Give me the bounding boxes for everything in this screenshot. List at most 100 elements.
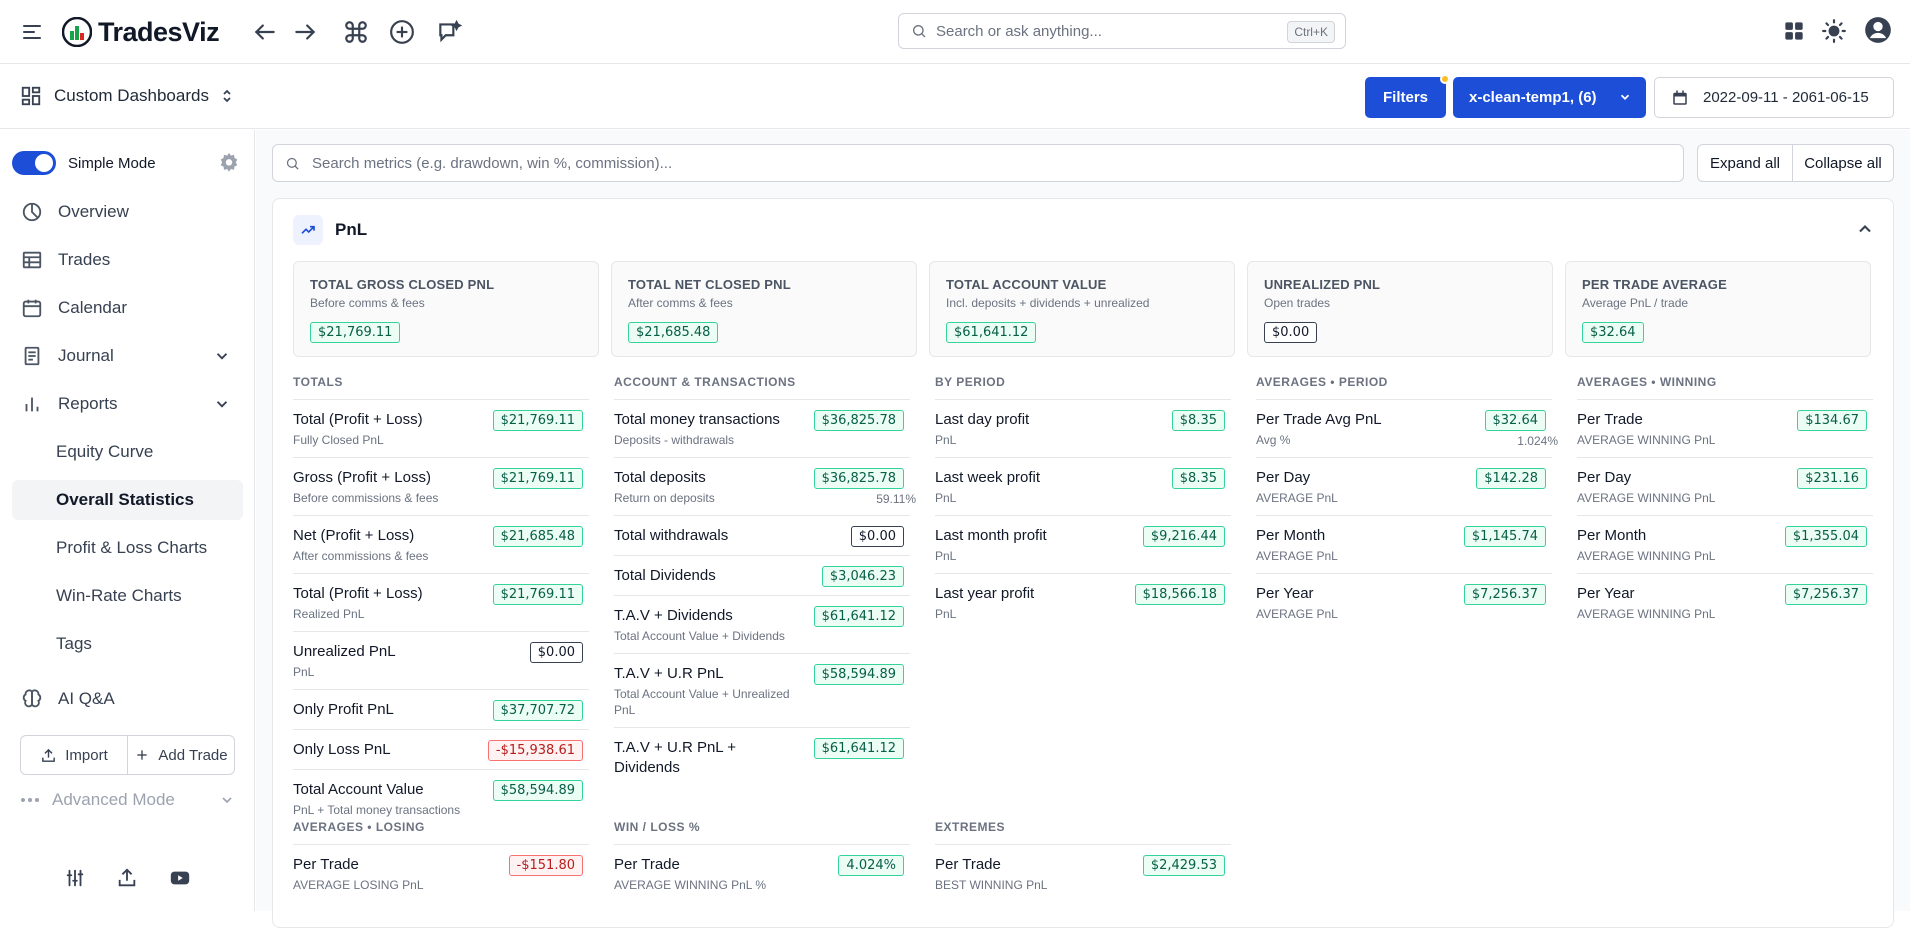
kpi-subtitle: After comms & fees <box>628 296 733 310</box>
metric-group: AVERAGES • PERIOD Per Trade Avg PnL Avg % $… <box>1256 375 1558 631</box>
gear-icon[interactable] <box>218 152 240 174</box>
simple-mode-toggle[interactable]: Simple Mode <box>12 151 156 175</box>
kpi-title: PER TRADE AVERAGE <box>1582 277 1727 292</box>
journal-icon <box>24 346 40 366</box>
chevron-down-icon <box>216 401 228 408</box>
metric-sublabel: Fully Closed PnL <box>293 433 384 447</box>
chevron-down-icon <box>222 797 232 804</box>
metric-label: Last week profit <box>935 469 1041 486</box>
metric-group-header: AVERAGES • WINNING <box>1577 375 1873 400</box>
metric-value: $61,641.12 <box>813 606 904 627</box>
apps-grid-icon[interactable] <box>1781 18 1807 44</box>
sidebar-item-win-rate-charts[interactable]: Win-Rate Charts <box>12 576 243 616</box>
metric-group: AVERAGES • LOSING Per Trade AVERAGE LOSING… <box>293 820 589 902</box>
metric-value: $58,594.89 <box>813 664 904 685</box>
kpi-subtitle: Open trades <box>1264 296 1331 310</box>
sidebar-item-journal[interactable]: Journal <box>12 336 243 376</box>
metric-sublabel: AVERAGE WINNING PnL <box>1577 491 1716 505</box>
menu-icon[interactable] <box>20 20 44 44</box>
dashboard-bar: Custom Dashboards Filters x-clean-temp1,… <box>0 65 1910 129</box>
sidebar-item-profit-loss-charts[interactable]: Profit & Loss Charts <box>12 528 243 568</box>
metric-value: $8.35 <box>1171 410 1225 431</box>
metric-row: Per Day AVERAGE WINNING PnL $231.16 <box>1577 458 1873 516</box>
pnl-section: PnL TOTAL GROSS CLOSED PNL Before comms &… <box>272 198 1894 928</box>
sidebar-item-label: Overview <box>58 202 129 221</box>
calendar-icon <box>22 299 42 318</box>
filter-active-dot <box>1440 74 1450 84</box>
sidebar-item-calendar[interactable]: Calendar <box>12 288 243 328</box>
metric-label: Only Loss PnL <box>293 741 391 758</box>
sidebar-item-tags[interactable]: Tags <box>12 624 243 664</box>
sidebar-item-trades[interactable]: Trades <box>12 240 243 280</box>
youtube-icon[interactable] <box>169 867 191 889</box>
metric-label: Total Account Value <box>293 781 424 798</box>
metric-value: 4.024% <box>838 855 904 876</box>
metric-row: Per Trade Avg PnL Avg % $32.64 1.024% <box>1256 400 1558 458</box>
kpi-value: $61,641.12 <box>946 322 1037 343</box>
share-upload-icon[interactable] <box>116 867 138 889</box>
metric-label: Total withdrawals <box>614 527 729 544</box>
metric-row: Last day profit PnL $8.35 <box>935 400 1231 458</box>
global-search[interactable]: Search or ask anything... Ctrl+K <box>898 13 1346 49</box>
search-icon <box>913 25 926 38</box>
metric-value: $134.67 <box>1797 410 1867 431</box>
sidebar-item-label: Equity Curve <box>56 442 154 461</box>
expand-all-button[interactable]: Expand all <box>1698 145 1792 181</box>
metrics-search-input[interactable]: Search metrics (e.g. drawdown, win %, co… <box>272 144 1684 182</box>
metric-sublabel: AVERAGE PnL <box>1256 549 1338 563</box>
sidebar-item-equity-curve[interactable]: Equity Curve <box>12 432 243 472</box>
filters-label: Filters <box>1382 89 1428 106</box>
add-trade-button[interactable]: Add Trade <box>127 736 234 774</box>
ai-chat-icon[interactable] <box>436 19 462 45</box>
metric-value: -$15,938.61 <box>487 740 583 761</box>
sidebar-item-label: Overall Statistics <box>56 490 194 509</box>
trend-up-icon <box>293 215 323 245</box>
date-range-picker[interactable]: 2022-09-11 - 2061-06-15 <box>1654 77 1894 118</box>
sliders-icon[interactable] <box>64 867 86 889</box>
metric-group-header: EXTREMES <box>935 820 1231 845</box>
metric-note: 1.024% <box>1517 434 1558 448</box>
collapse-all-button[interactable]: Collapse all <box>1792 145 1893 181</box>
dashboard-icon <box>21 86 41 106</box>
search-icon <box>286 157 299 170</box>
toggle-switch[interactable] <box>12 151 56 175</box>
chevron-up-icon[interactable] <box>1855 219 1875 239</box>
theme-sun-icon[interactable] <box>1821 18 1847 44</box>
metric-value: $0.00 <box>850 526 904 547</box>
section-header[interactable]: PnL <box>293 215 367 245</box>
forward-arrow-icon[interactable] <box>292 19 318 45</box>
back-arrow-icon[interactable] <box>252 19 278 45</box>
add-circle-icon[interactable] <box>389 19 415 45</box>
app-logo[interactable]: TradesViz <box>62 14 220 50</box>
import-button[interactable]: Import <box>21 736 127 774</box>
simple-mode-label: Simple Mode <box>68 154 156 172</box>
metric-row: Per Trade AVERAGE WINNING PnL $134.67 <box>1577 400 1873 458</box>
metric-label: Last day profit <box>935 411 1030 428</box>
sidebar-item-overview[interactable]: Overview <box>12 192 243 232</box>
metric-label: Last month profit <box>935 527 1047 544</box>
sidebar-item-label: Trades <box>58 250 111 269</box>
account-selector[interactable]: x-clean-temp1, (6) <box>1453 77 1646 118</box>
filters-button[interactable]: Filters <box>1365 74 1450 118</box>
sidebar-item-reports[interactable]: Reports <box>12 384 243 424</box>
dashboard-label: Custom Dashboards <box>54 86 209 105</box>
command-icon[interactable] <box>343 19 369 45</box>
metric-row: Per Month AVERAGE WINNING PnL $1,355.04 <box>1577 516 1873 574</box>
metric-label: Per Trade <box>614 856 680 873</box>
metric-label: Total Dividends <box>614 567 716 584</box>
metric-sublabel: Total Account Value + Unrealized PnL <box>614 687 790 717</box>
metric-row: Only Loss PnL -$15,938.61 <box>293 730 589 770</box>
metric-sublabel: PnL <box>935 491 957 505</box>
dashboard-selector[interactable]: Custom Dashboards <box>20 85 233 107</box>
user-avatar-icon[interactable] <box>1864 16 1891 43</box>
sidebar-item-ai-qa[interactable]: AI Q&A <box>12 679 243 719</box>
metric-value: $21,769.11 <box>492 410 583 431</box>
metric-row: Last week profit PnL $8.35 <box>935 458 1231 516</box>
metric-group-header: BY PERIOD <box>935 375 1231 400</box>
app-name: TradesViz <box>98 16 220 47</box>
plus-icon <box>137 750 148 760</box>
kpi-title: TOTAL NET CLOSED PNL <box>628 277 791 292</box>
sidebar-item-overall-statistics[interactable]: Overall Statistics <box>12 480 243 520</box>
advanced-mode-toggle[interactable]: Advanced Mode <box>20 790 235 810</box>
kpi-value: $21,769.11 <box>310 322 401 343</box>
